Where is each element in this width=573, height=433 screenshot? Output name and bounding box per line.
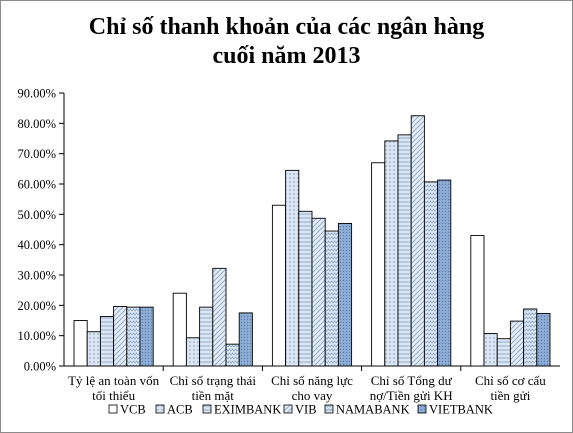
bar-vcb-1 — [172, 292, 187, 367]
y-tick-label: 60.00% — [17, 178, 56, 192]
bar-acb-0 — [86, 331, 101, 367]
bar-vib-4 — [509, 320, 525, 367]
bar-acb-1 — [185, 337, 201, 367]
legend-label-acb: ACB — [167, 403, 193, 417]
x-category-label: tối thiểu — [92, 388, 135, 403]
y-tick-label: 10.00% — [17, 329, 56, 343]
bar-vcb-4 — [470, 235, 485, 367]
x-category-label: tiền gửi — [490, 388, 530, 403]
bar-vietbank-2 — [337, 222, 353, 367]
bar-vietbank-3 — [437, 179, 452, 367]
y-tick-label: 50.00% — [17, 208, 56, 222]
bar-acb-3 — [384, 140, 399, 367]
legend-swatch-vcb — [108, 404, 118, 414]
bar-vib-2 — [311, 217, 326, 367]
bar-acb-4 — [483, 333, 498, 367]
bar-eximbank-0 — [99, 316, 115, 367]
legend-label-vib: VIB — [295, 403, 317, 417]
x-category-label: nợ/Tiền gửi KH — [370, 388, 453, 403]
y-axis: 0.00% 10.00% 20.00% 30.00% 40.00% 50.00% 60.00… — [17, 87, 560, 374]
bar-acb-2 — [285, 169, 300, 367]
bar-eximbank-1 — [199, 306, 214, 367]
x-category-label: Chỉ số trạng thái — [170, 373, 257, 388]
chart-title-line-1: Chỉ số thanh khoản của các ngân hàng — [89, 14, 484, 40]
bars — [73, 115, 551, 367]
bar-namabank-2 — [324, 230, 339, 367]
y-tick-label: 40.00% — [17, 238, 56, 252]
legend-label-namabank: NAMABANK — [336, 403, 410, 417]
legend-swatch-vib — [283, 404, 293, 414]
bar-vcb-2 — [271, 204, 287, 367]
bar-namabank-3 — [423, 181, 439, 367]
chart-title-line-2: cuối năm 2013 — [212, 43, 360, 69]
legend-swatch-namabank — [324, 404, 334, 414]
x-category-label: Chỉ số cơ cấu — [475, 373, 546, 388]
bar-vietbank-0 — [139, 306, 154, 367]
bar-namabank-1 — [225, 343, 240, 367]
bar-vib-3 — [410, 115, 425, 367]
x-category-label: Chỉ số năng lực — [271, 373, 353, 388]
x-category-label: Chỉ số Tổng dư — [371, 373, 453, 388]
bar-vib-0 — [113, 306, 128, 367]
bar-eximbank-4 — [496, 338, 511, 367]
bar-vcb-0 — [73, 320, 88, 367]
y-tick-label: 70.00% — [17, 147, 56, 161]
x-category-label: tiền mặt — [192, 388, 235, 403]
bar-namabank-0 — [126, 306, 141, 367]
y-tick-label: 0.00% — [24, 360, 56, 374]
bar-vcb-3 — [371, 162, 386, 367]
y-tick-label: 90.00% — [17, 87, 56, 101]
y-tick-label: 30.00% — [17, 269, 56, 283]
legend-label-vietbank: VIETBANK — [429, 403, 493, 417]
legend-swatch-acb — [155, 404, 165, 414]
x-category-label: cho vay — [292, 388, 333, 403]
bar-eximbank-3 — [397, 134, 412, 367]
y-tick-label: 80.00% — [17, 117, 56, 131]
legend-swatch-vietbank — [417, 404, 427, 414]
bar-namabank-4 — [523, 308, 538, 367]
legend-swatch-eximbank — [202, 404, 212, 414]
bar-vib-1 — [212, 267, 227, 367]
legend: VCB ACB EXIMBANK VIB NAMABANK VIETBANK — [108, 403, 493, 417]
bar-vietbank-4 — [536, 313, 551, 367]
legend-label-eximbank: EXIMBANK — [214, 403, 281, 417]
x-category-label: Tỷ lệ an toàn vốn — [68, 373, 159, 388]
bar-eximbank-2 — [298, 210, 313, 367]
bar-vietbank-1 — [238, 312, 253, 367]
y-tick-label: 20.00% — [17, 299, 56, 313]
legend-label-vcb: VCB — [120, 403, 146, 417]
